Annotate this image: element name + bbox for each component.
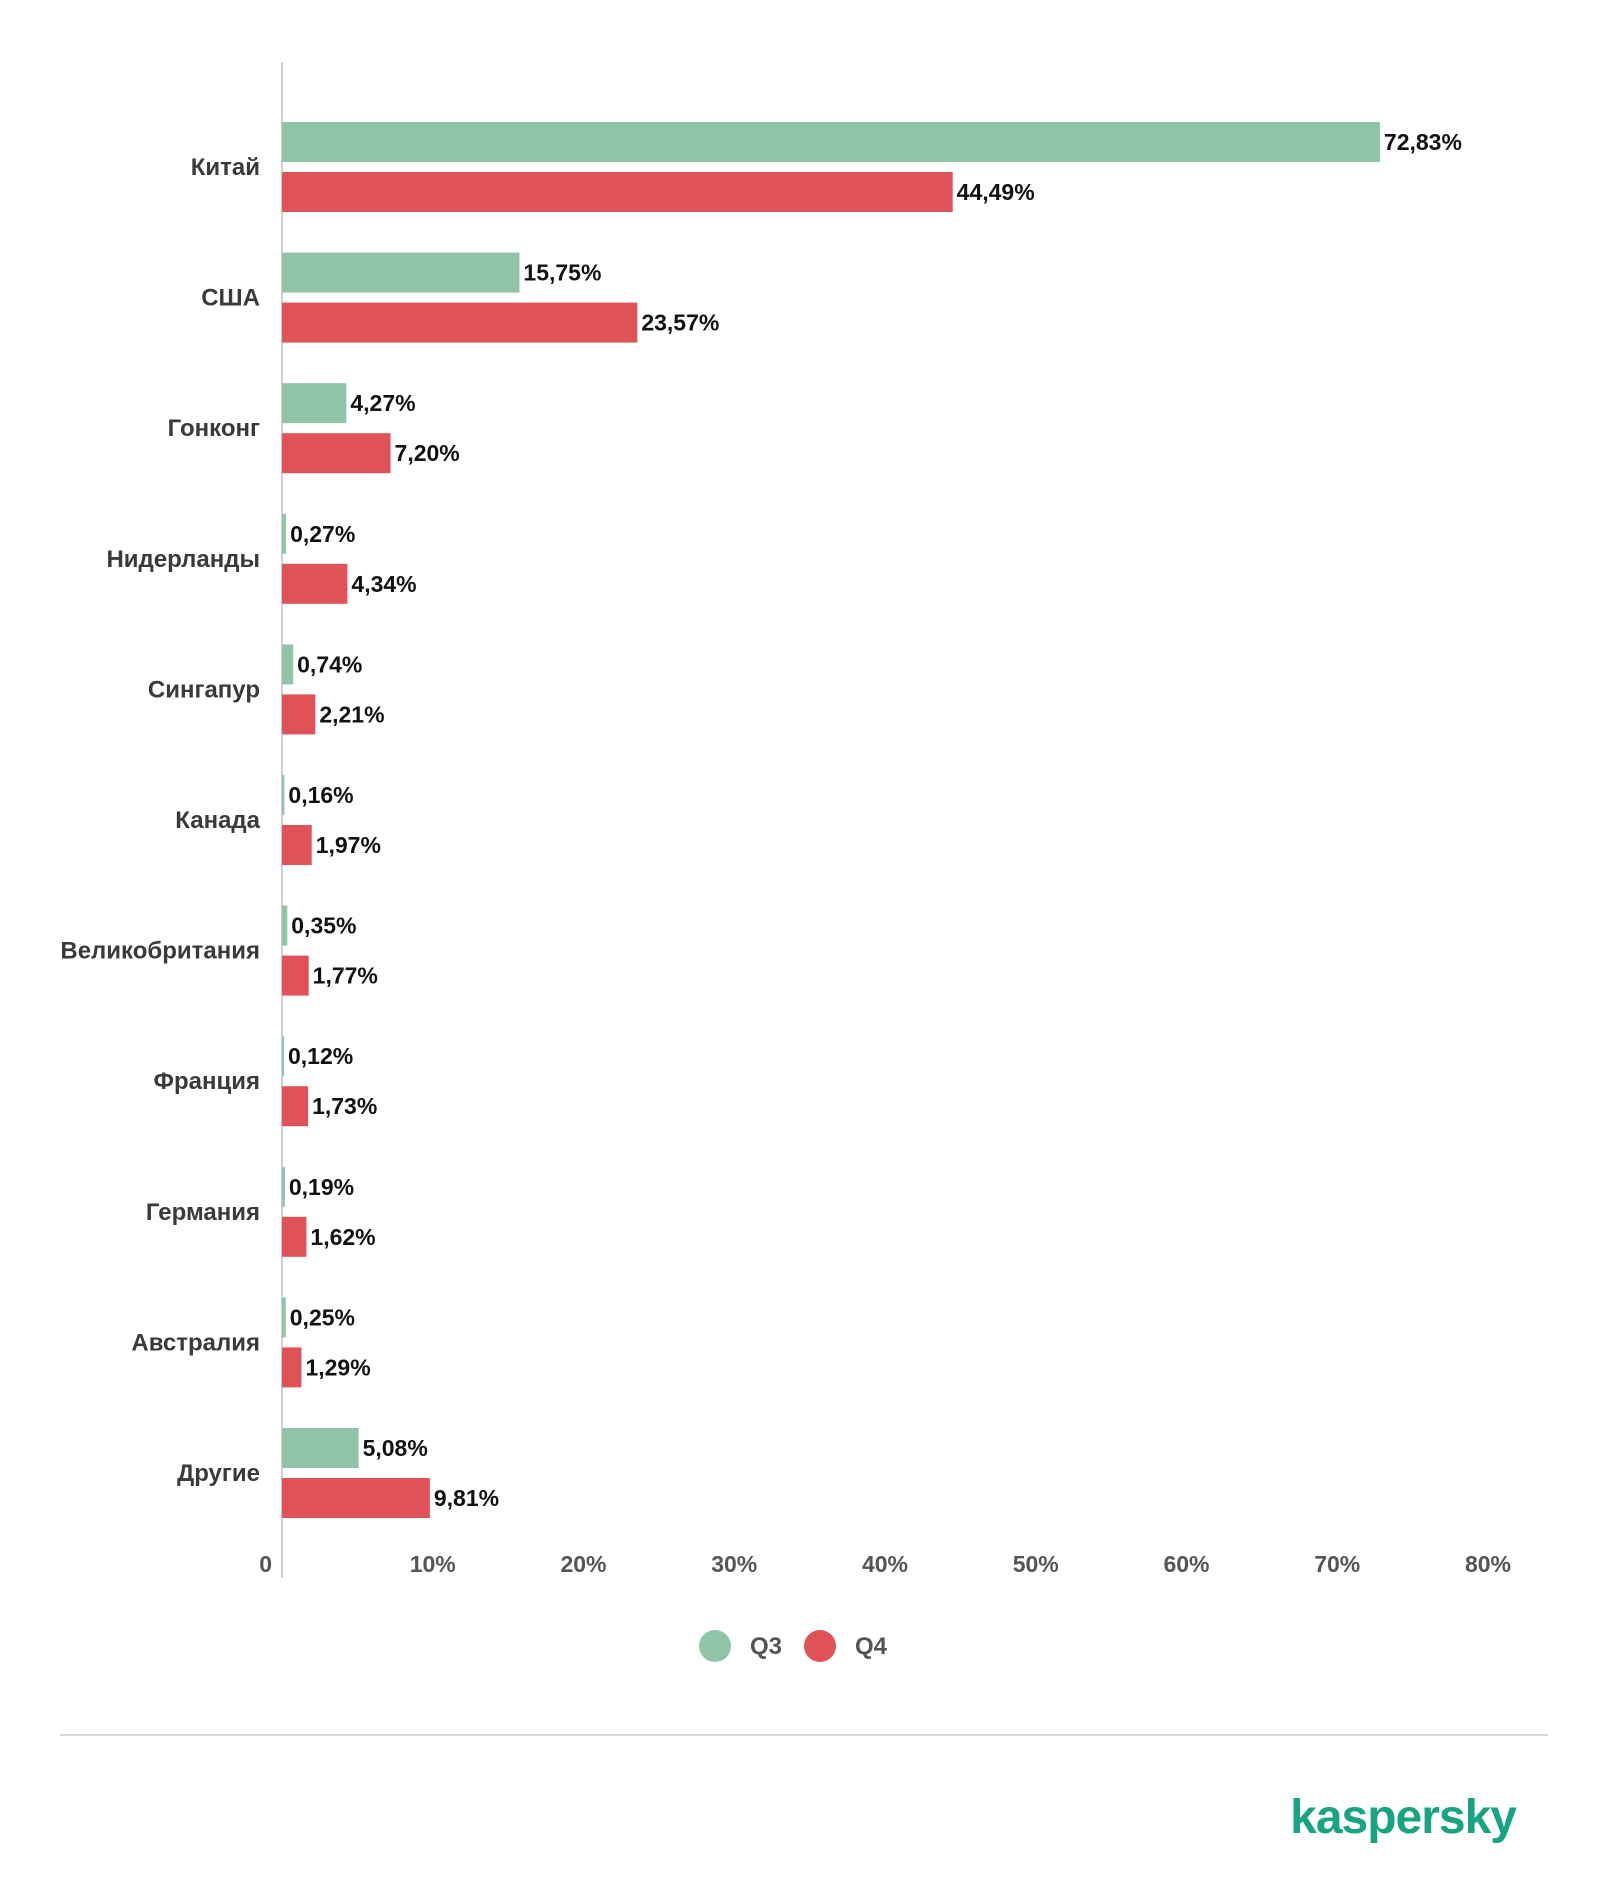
x-tick-label: 10% bbox=[410, 1551, 456, 1577]
bar-q3 bbox=[282, 513, 287, 554]
bar-q3 bbox=[282, 122, 1380, 162]
legend-label-q3: Q3 bbox=[750, 1633, 782, 1660]
data-label-q3: 0,12% bbox=[288, 1043, 353, 1069]
data-label-q3: 0,35% bbox=[291, 913, 356, 939]
bar-q4 bbox=[282, 1216, 307, 1257]
bar-q3 bbox=[282, 1036, 284, 1077]
category-label: Австралия bbox=[131, 1329, 260, 1356]
bar-q4 bbox=[282, 955, 309, 996]
data-label-q4: 23,57% bbox=[641, 310, 719, 336]
data-label-q4: 1,62% bbox=[310, 1224, 375, 1250]
x-tick-label: 0 bbox=[259, 1551, 272, 1577]
data-label-q3: 0,25% bbox=[290, 1304, 355, 1330]
bar-q4 bbox=[282, 1347, 302, 1388]
legend-label-q4: Q4 bbox=[855, 1633, 888, 1660]
data-label-q4: 44,49% bbox=[957, 179, 1035, 205]
category-label: США bbox=[201, 285, 260, 312]
x-tick-label: 60% bbox=[1163, 1551, 1209, 1577]
data-label-q3: 0,16% bbox=[288, 782, 353, 808]
data-label-q4: 1,73% bbox=[312, 1093, 377, 1119]
category-label: Другие bbox=[177, 1460, 260, 1487]
category-label: Сингапур bbox=[148, 676, 260, 703]
data-label-q4: 2,21% bbox=[319, 701, 384, 727]
data-label-q4: 9,81% bbox=[434, 1485, 499, 1511]
bar-q4 bbox=[282, 433, 391, 474]
bar-q3 bbox=[282, 1297, 286, 1338]
x-tick-label: 70% bbox=[1314, 1551, 1360, 1577]
bar-q4 bbox=[282, 694, 316, 735]
category-label: Гонконг bbox=[168, 415, 260, 442]
x-tick-label: 80% bbox=[1465, 1551, 1511, 1577]
category-label: Франция bbox=[154, 1068, 261, 1095]
data-label-q3: 15,75% bbox=[523, 260, 601, 286]
data-label-q4: 1,77% bbox=[313, 963, 378, 989]
category-label: Германия bbox=[146, 1199, 260, 1226]
bar-q3 bbox=[282, 644, 294, 685]
data-label-q3: 5,08% bbox=[363, 1435, 428, 1461]
data-label-q4: 1,97% bbox=[316, 832, 381, 858]
x-tick-label: 40% bbox=[862, 1551, 908, 1577]
bar-q3 bbox=[282, 1166, 285, 1207]
footer-divider bbox=[60, 1734, 1548, 1736]
bar-q4 bbox=[282, 1478, 430, 1518]
category-label: Нидерланды bbox=[106, 546, 260, 573]
x-tick-label: 30% bbox=[711, 1551, 757, 1577]
category-label: Китай bbox=[191, 154, 260, 181]
bar-q3 bbox=[282, 1428, 359, 1468]
bar-q4 bbox=[282, 825, 312, 865]
data-label-q3: 4,27% bbox=[350, 390, 415, 416]
kaspersky-logo: kaspersky bbox=[1290, 1791, 1517, 1844]
category-label: Канада bbox=[175, 807, 260, 834]
data-label-q4: 7,20% bbox=[395, 440, 460, 466]
data-label-q3: 0,19% bbox=[289, 1174, 354, 1200]
x-tick-label: 50% bbox=[1013, 1551, 1059, 1577]
bar-q3 bbox=[282, 905, 288, 946]
data-label-q3: 0,74% bbox=[297, 651, 362, 677]
bar-q3 bbox=[282, 775, 285, 815]
chart: Китай 72,83% 44,49% США 15,75% 23,57% Гонконг 4… bbox=[60, 62, 1511, 1662]
legend-swatch-q4 bbox=[804, 1630, 836, 1662]
data-label-q3: 0,27% bbox=[290, 521, 355, 547]
data-label-q4: 4,34% bbox=[351, 571, 416, 597]
data-label-q4: 1,29% bbox=[305, 1354, 370, 1380]
bar-q4 bbox=[282, 1086, 309, 1127]
bar-q3 bbox=[282, 252, 520, 293]
bar-q3 bbox=[282, 383, 347, 424]
legend-swatch-q3 bbox=[699, 1630, 731, 1662]
bar-q4 bbox=[282, 302, 638, 343]
category-label: Великобритания bbox=[60, 938, 260, 965]
data-label-q3: 72,83% bbox=[1384, 129, 1462, 155]
x-tick-label: 20% bbox=[560, 1551, 606, 1577]
bar-q4 bbox=[282, 563, 348, 604]
bar-q4 bbox=[282, 172, 953, 212]
